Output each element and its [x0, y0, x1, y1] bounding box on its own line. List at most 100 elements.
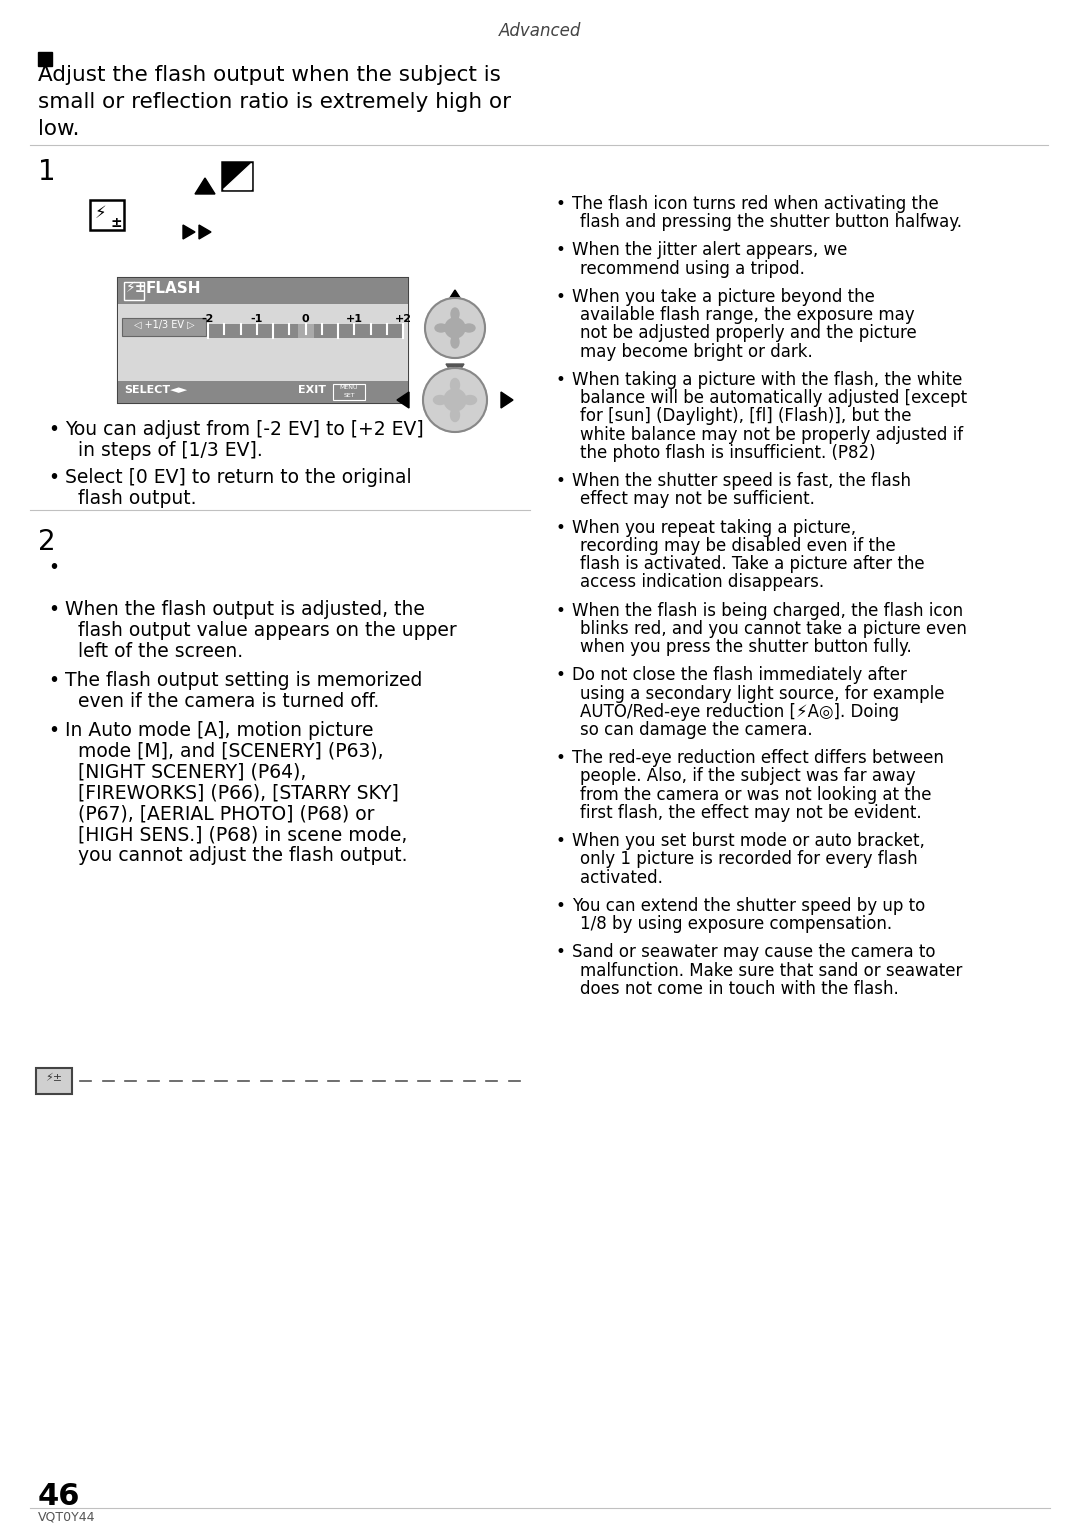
Text: effect may not be sufficient.: effect may not be sufficient. [580, 491, 815, 508]
Ellipse shape [451, 336, 459, 348]
Text: access indication disappears.: access indication disappears. [580, 574, 824, 591]
Text: even if the camera is turned off.: even if the camera is turned off. [78, 692, 379, 710]
Text: (P67), [AERIAL PHOTO] (P68) or: (P67), [AERIAL PHOTO] (P68) or [78, 804, 375, 824]
Text: +: + [226, 166, 235, 176]
Text: The flash output setting is memorized: The flash output setting is memorized [65, 670, 422, 690]
Text: low.: low. [38, 120, 80, 140]
Text: using a secondary light source, for example: using a secondary light source, for exam… [580, 684, 945, 703]
Text: [HIGH SENS.] (P68) in scene mode,: [HIGH SENS.] (P68) in scene mode, [78, 825, 407, 844]
Text: may become bright or dark.: may become bright or dark. [580, 342, 813, 360]
Text: •: • [555, 666, 565, 684]
Bar [122, 318, 206, 336]
Text: 2: 2 [38, 528, 56, 555]
Text: ◁ +1/3 EV ▷: ◁ +1/3 EV ▷ [134, 321, 194, 330]
Text: Select [0 EV] to return to the original: Select [0 EV] to return to the original [65, 468, 411, 486]
Text: ⚡: ⚡ [95, 204, 107, 222]
Polygon shape [199, 225, 211, 239]
Text: •: • [48, 600, 59, 620]
Polygon shape [222, 163, 251, 189]
Text: you cannot adjust the flash output.: you cannot adjust the flash output. [78, 847, 407, 865]
Text: flash is activated. Take a picture after the: flash is activated. Take a picture after… [580, 555, 924, 574]
Text: ⚡±: ⚡± [45, 1072, 63, 1083]
Bar [222, 163, 252, 190]
Circle shape [445, 318, 465, 337]
Text: [FIREWORKS] (P66), [STARRY SKY]: [FIREWORKS] (P66), [STARRY SKY] [78, 784, 399, 802]
Text: When the shutter speed is fast, the flash: When the shutter speed is fast, the flas… [572, 472, 912, 491]
Text: •: • [48, 558, 59, 577]
Text: In Auto mode [A], motion picture: In Auto mode [A], motion picture [65, 721, 374, 739]
Polygon shape [501, 393, 513, 408]
Text: When the flash is being charged, the flash icon: When the flash is being charged, the fla… [572, 601, 963, 620]
Text: 1: 1 [38, 158, 56, 186]
Ellipse shape [463, 396, 476, 405]
Text: When you repeat taking a picture,: When you repeat taking a picture, [572, 518, 856, 537]
Text: −: − [240, 179, 249, 190]
Text: FLASH: FLASH [146, 281, 202, 296]
Text: Do not close the flash immediately after: Do not close the flash immediately after [572, 666, 907, 684]
Text: •: • [555, 195, 565, 213]
Bar [118, 380, 408, 403]
Text: flash output value appears on the upper: flash output value appears on the upper [78, 621, 457, 640]
Text: •: • [48, 721, 59, 739]
Text: Sand or seawater may cause the camera to: Sand or seawater may cause the camera to [572, 943, 935, 962]
Text: available flash range, the exposure may: available flash range, the exposure may [580, 307, 915, 324]
Polygon shape [446, 290, 464, 304]
Ellipse shape [463, 324, 475, 331]
Bar [118, 278, 408, 304]
Ellipse shape [451, 308, 459, 321]
Text: the photo flash is insufficient. (P82): the photo flash is insufficient. (P82) [580, 443, 876, 462]
Text: 46: 46 [38, 1482, 81, 1511]
Text: so can damage the camera.: so can damage the camera. [580, 721, 812, 739]
Text: [NIGHT SCENERY] (P64),: [NIGHT SCENERY] (P64), [78, 762, 307, 781]
Text: MENU: MENU [340, 385, 359, 390]
Text: ±: ± [110, 216, 122, 230]
Bar [118, 304, 408, 380]
Text: when you press the shutter button fully.: when you press the shutter button fully. [580, 638, 912, 657]
Text: EXIT: EXIT [298, 385, 326, 394]
Text: recommend using a tripod.: recommend using a tripod. [580, 259, 805, 278]
Text: •: • [48, 468, 59, 486]
Text: people. Also, if the subject was far away: people. Also, if the subject was far awa… [580, 767, 916, 785]
Polygon shape [397, 393, 409, 408]
Text: 0: 0 [301, 314, 309, 324]
Text: •: • [48, 420, 59, 439]
Circle shape [426, 298, 485, 357]
Ellipse shape [433, 396, 446, 405]
Text: •: • [555, 288, 565, 305]
Text: •: • [555, 601, 565, 620]
Text: •: • [48, 670, 59, 690]
Text: •: • [555, 897, 565, 914]
Text: not be adjusted properly and the picture: not be adjusted properly and the picture [580, 324, 917, 342]
Text: blinks red, and you cannot take a picture even: blinks red, and you cannot take a pictur… [580, 620, 967, 638]
Bar [118, 278, 408, 403]
Text: mode [M], and [SCENERY] (P63),: mode [M], and [SCENERY] (P63), [78, 741, 383, 761]
Bar [36, 1068, 72, 1094]
Bar [38, 52, 52, 66]
Circle shape [423, 368, 487, 433]
Text: first flash, the effect may not be evident.: first flash, the effect may not be evide… [580, 804, 921, 822]
Text: from the camera or was not looking at the: from the camera or was not looking at th… [580, 785, 931, 804]
Text: does not come in touch with the flash.: does not come in touch with the flash. [580, 980, 899, 999]
Polygon shape [195, 178, 215, 193]
Text: •: • [555, 749, 565, 767]
Text: Advanced: Advanced [499, 21, 581, 40]
Bar [124, 282, 144, 301]
Text: When taking a picture with the flash, the white: When taking a picture with the flash, th… [572, 371, 962, 390]
Text: •: • [555, 472, 565, 491]
Text: small or reflection ratio is extremely high or: small or reflection ratio is extremely h… [38, 92, 511, 112]
Text: 1/8 by using exposure compensation.: 1/8 by using exposure compensation. [580, 916, 892, 933]
Ellipse shape [450, 379, 459, 391]
Bar [90, 199, 124, 230]
Text: When the flash output is adjusted, the: When the flash output is adjusted, the [65, 600, 424, 620]
Text: •: • [555, 241, 565, 259]
Text: SET: SET [343, 393, 355, 397]
Ellipse shape [450, 408, 459, 422]
Text: in steps of [1/3 EV].: in steps of [1/3 EV]. [78, 440, 262, 460]
Text: -2: -2 [202, 314, 214, 324]
Text: •: • [555, 518, 565, 537]
Text: malfunction. Make sure that sand or seawater: malfunction. Make sure that sand or seaw… [580, 962, 962, 980]
Text: flash output.: flash output. [78, 489, 197, 508]
Text: The flash icon turns red when activating the: The flash icon turns red when activating… [572, 195, 939, 213]
Text: •: • [555, 371, 565, 390]
Text: white balance may not be properly adjusted if: white balance may not be properly adjust… [580, 425, 963, 443]
